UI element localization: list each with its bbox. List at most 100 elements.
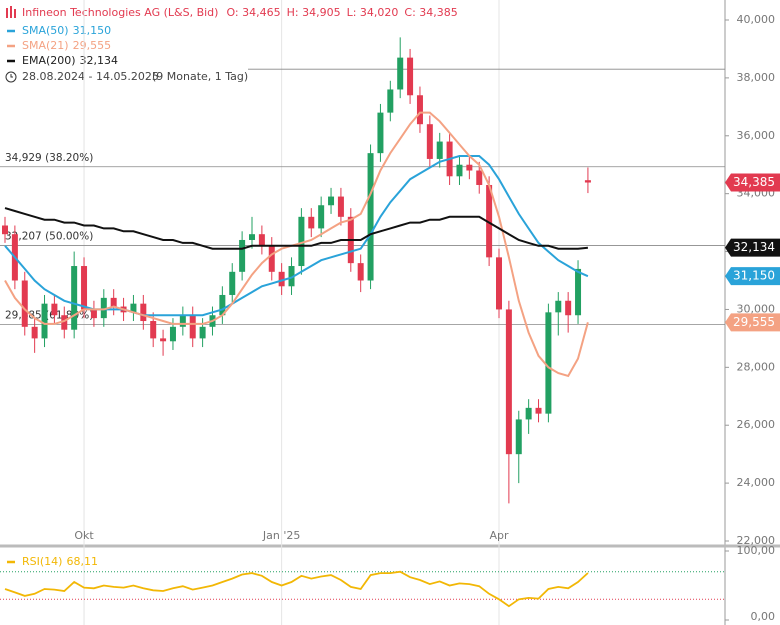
- rsi-tick-label: 0,00: [751, 610, 776, 623]
- candle-body: [100, 297, 107, 319]
- candle-body: [41, 303, 48, 339]
- candle-body: [397, 57, 404, 90]
- candle-body: [515, 419, 522, 455]
- series-price-tag-tag: [725, 267, 780, 286]
- candle-body: [288, 266, 295, 287]
- candle-body: [584, 180, 591, 183]
- series-price-tag-tag: [725, 238, 780, 257]
- rsi-line: [4, 570, 589, 608]
- x-tick-label: Okt: [74, 529, 94, 542]
- candle-body: [81, 266, 88, 310]
- legend-value: 29,555: [73, 39, 112, 52]
- candle-body: [169, 326, 176, 342]
- candle-body: [545, 312, 552, 414]
- candle-body: [258, 234, 265, 246]
- candle-body: [31, 326, 38, 339]
- candle-body: [367, 153, 374, 281]
- candle-body: [387, 89, 394, 113]
- candle-body: [239, 239, 246, 272]
- rsi-legend-label: RSI(14): [22, 555, 62, 568]
- candle-body: [466, 164, 473, 171]
- header-value: H: 34,905: [287, 6, 341, 19]
- candle-body: [21, 280, 28, 327]
- candle-body: [496, 257, 502, 310]
- y-tick-label: 40,000: [737, 13, 776, 26]
- candle-body: [51, 303, 58, 316]
- y-tick-label: 36,000: [737, 129, 776, 142]
- legend-value: 32,134: [80, 54, 119, 67]
- legend-value: 31,150: [73, 24, 112, 37]
- header-value: C: 34,385: [404, 6, 457, 19]
- legend-label: SMA(50): [22, 24, 69, 37]
- candle-body: [179, 315, 186, 327]
- rsi-tick-label: 100,00: [737, 544, 776, 557]
- candle-body: [377, 112, 384, 154]
- header-value: O: 34,465: [226, 6, 280, 19]
- candle-body: [229, 271, 236, 295]
- candle-body: [575, 268, 582, 316]
- candle-body: [308, 216, 315, 229]
- clock-icon: [10, 74, 13, 78]
- candle-body: [456, 164, 463, 177]
- moving-average-line: [4, 207, 589, 250]
- candle-body: [298, 216, 305, 267]
- legend-label: EMA(200): [22, 54, 76, 67]
- candle-body: [90, 309, 97, 319]
- candle-body: [318, 205, 325, 229]
- candle-body: [150, 321, 157, 339]
- candle-body: [525, 407, 532, 420]
- clock-icon: [5, 71, 17, 83]
- candle-body: [535, 407, 542, 414]
- legend: Infineon Technologies AG (L&S, Bid) 28.0…: [5, 6, 248, 83]
- y-tick-label: 30,000: [737, 302, 776, 315]
- candle-body: [189, 315, 196, 339]
- candle-body: [268, 245, 275, 272]
- x-tick-label: Apr: [489, 529, 509, 542]
- candle-body: [565, 300, 572, 316]
- y-tick-label: 28,000: [737, 360, 776, 373]
- candle-body: [436, 141, 443, 159]
- candle-body: [278, 271, 285, 287]
- candle-body: [249, 234, 255, 240]
- candle-body: [486, 184, 493, 258]
- legend-icon: [6, 6, 16, 18]
- series-price-tag: 31,150: [733, 269, 775, 283]
- candle-body: [199, 326, 206, 339]
- candle-body: [130, 303, 137, 313]
- candle-body: [160, 338, 167, 342]
- last-price-tag: 34,385: [733, 175, 775, 189]
- legend-label: SMA(21): [22, 39, 69, 52]
- candle-body: [337, 196, 344, 217]
- candle-body: [426, 124, 433, 159]
- last-price-tag-tag: [725, 173, 780, 192]
- fib-label: 34,929 (38.20%): [5, 152, 93, 164]
- y-tick-label: 26,000: [737, 418, 776, 431]
- moving-average-line: [4, 111, 589, 378]
- series-price-tag-tag: [725, 313, 780, 332]
- candle-body: [416, 95, 423, 125]
- series-price-tag: 32,134: [733, 240, 775, 254]
- rsi-legend-value: 68,11: [66, 555, 98, 568]
- candle-body: [505, 309, 512, 455]
- candle-body: [2, 225, 8, 235]
- candle-body: [71, 266, 78, 330]
- header-value: L: 34,020: [347, 6, 399, 19]
- candle-body: [110, 297, 117, 307]
- period: (9 Monate, 1 Tag): [152, 70, 248, 83]
- fib-label: 32,207 (50.00%): [5, 231, 93, 243]
- date-range: 28.08.2024 - 14.05.2025: [22, 70, 159, 83]
- y-tick-label: 24,000: [737, 476, 776, 489]
- candle-body: [407, 57, 414, 96]
- candle-body: [357, 263, 364, 281]
- candle-body: [219, 294, 226, 316]
- candle-body: [140, 303, 147, 322]
- candle-body: [555, 300, 562, 313]
- series-price-tag: 29,555: [733, 315, 775, 329]
- y-tick-label: 22,000: [737, 534, 776, 547]
- candle-body: [476, 170, 483, 185]
- x-tick-label: Jan '25: [262, 529, 300, 542]
- candle-body: [328, 196, 335, 206]
- title: Infineon Technologies AG (L&S, Bid): [22, 6, 218, 19]
- y-tick-label: 38,000: [737, 71, 776, 84]
